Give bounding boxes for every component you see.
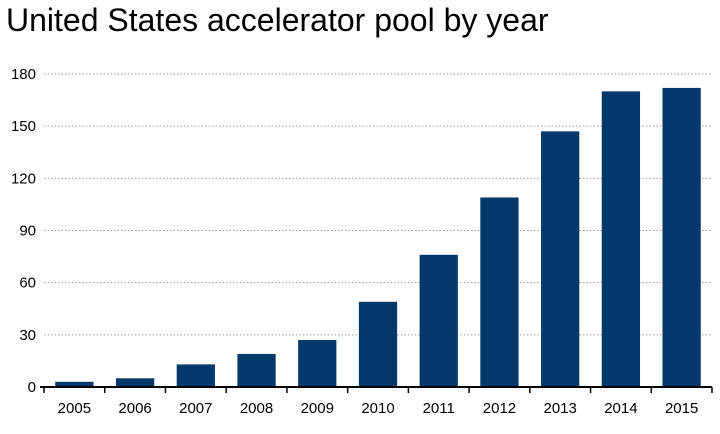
y-tick-label: 60 bbox=[19, 275, 36, 292]
x-tick-label: 2013 bbox=[543, 400, 576, 417]
x-axis-ticks: 2005 2006 2007 2008 2009 2010 2011 2012 2013 2014… bbox=[58, 400, 699, 417]
bar-2015 bbox=[662, 87, 701, 388]
x-tick-label: 2009 bbox=[301, 400, 334, 417]
x-tick-label: 2010 bbox=[361, 400, 394, 417]
chart-title: United States accelerator pool by year bbox=[6, 2, 549, 38]
bar-2005 bbox=[55, 381, 94, 387]
x-tick-label: 2012 bbox=[483, 400, 516, 417]
x-axis bbox=[40, 386, 713, 393]
y-tick-label: 90 bbox=[19, 223, 36, 240]
y-tick-label: 180 bbox=[11, 66, 36, 83]
x-tick-label: 2011 bbox=[423, 400, 455, 417]
y-tick-label: 0 bbox=[28, 379, 36, 396]
bars bbox=[55, 87, 701, 388]
x-tick-label: 2006 bbox=[118, 400, 151, 417]
y-tick-label: 150 bbox=[11, 118, 36, 135]
y-tick-label: 120 bbox=[11, 170, 36, 187]
bar-2014 bbox=[601, 91, 641, 387]
bar-2008 bbox=[237, 353, 276, 387]
bar-2007 bbox=[176, 364, 215, 387]
x-tick-label: 2008 bbox=[240, 400, 273, 417]
bar-2009 bbox=[298, 340, 337, 387]
bar-2011 bbox=[419, 254, 458, 387]
y-axis-ticks: 0 30 60 90 120 150 180 bbox=[11, 66, 36, 396]
bar-2010 bbox=[358, 301, 398, 387]
x-tick-label: 2005 bbox=[58, 400, 91, 417]
x-tick-label: 2007 bbox=[179, 400, 212, 417]
bar-2013 bbox=[541, 131, 580, 387]
x-tick-label: 2015 bbox=[665, 400, 698, 417]
x-tick-label: 2014 bbox=[604, 400, 637, 417]
bar-2012 bbox=[480, 197, 519, 387]
bar-2006 bbox=[115, 378, 155, 387]
y-tick-label: 30 bbox=[19, 327, 36, 344]
